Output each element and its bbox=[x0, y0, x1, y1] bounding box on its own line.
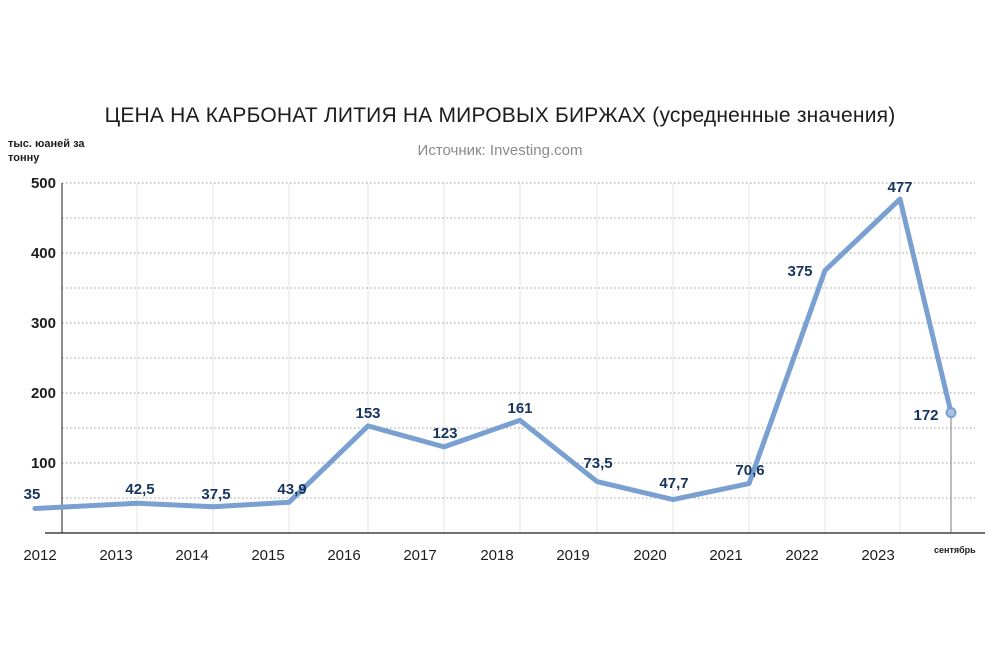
data-label: 47,7 bbox=[659, 475, 688, 492]
y-tick-label: 300 bbox=[31, 315, 56, 332]
x-tick-label: 2018 bbox=[480, 547, 513, 564]
series-line bbox=[32, 196, 954, 511]
data-label: 477 bbox=[887, 179, 912, 196]
y-axis-unit-label: тыс. юаней за тонну bbox=[8, 138, 85, 164]
x-tick-label: 2019 bbox=[556, 547, 589, 564]
x-tick-label: 2016 bbox=[327, 547, 360, 564]
x-tick-label: 2013 bbox=[99, 547, 132, 564]
y-tick-label: 500 bbox=[31, 175, 56, 192]
data-label: 35 bbox=[24, 486, 41, 503]
data-label: 375 bbox=[787, 263, 812, 280]
y-tick-label: 200 bbox=[31, 385, 56, 402]
x-tick-label: 2022 bbox=[785, 547, 818, 564]
data-label: 153 bbox=[355, 405, 380, 422]
x-tick-label: 2021 bbox=[709, 547, 742, 564]
x-tick-label: 2014 bbox=[175, 547, 208, 564]
data-label: 37,5 bbox=[201, 486, 230, 503]
chart-title: ЦЕНА НА КАРБОНАТ ЛИТИЯ НА МИРОВЫХ БИРЖАХ… bbox=[104, 104, 896, 127]
x-tick-label: 2020 bbox=[633, 547, 666, 564]
data-label: 123 bbox=[432, 425, 457, 442]
data-point-september bbox=[945, 407, 957, 419]
data-label: 73,5 bbox=[583, 455, 612, 472]
data-label: 70,6 bbox=[735, 462, 764, 479]
data-label: 172 bbox=[913, 407, 938, 424]
y-tick-label: 100 bbox=[31, 455, 56, 472]
chart-source: Источник: Investing.com bbox=[417, 142, 583, 159]
x-tick-label: 2017 bbox=[403, 547, 436, 564]
data-label: 43,9 bbox=[277, 481, 306, 498]
data-label: 42,5 bbox=[125, 481, 154, 498]
x-tick-label: 2015 bbox=[251, 547, 284, 564]
x-tick-label: 2012 bbox=[23, 547, 56, 564]
x-tick-label-september: сентябрь bbox=[934, 545, 976, 555]
data-label: 161 bbox=[507, 400, 532, 417]
x-tick-label: 2023 bbox=[861, 547, 894, 564]
y-tick-label: 400 bbox=[31, 245, 56, 262]
